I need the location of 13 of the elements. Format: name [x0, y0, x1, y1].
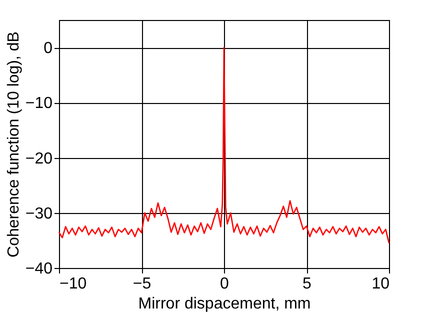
y-tick-label: −10 — [25, 95, 53, 112]
y-tick-label: −40 — [25, 260, 53, 278]
y-tick-label: −30 — [25, 205, 53, 222]
y-tick-label: 0 — [44, 40, 53, 58]
x-tick-label: 5 — [302, 276, 312, 292]
x-tick-label: −5 — [132, 276, 152, 292]
x-axis-title: Mirror dispacement, mm — [138, 296, 311, 312]
y-axis-title: Coherence function (10 log), dB — [5, 32, 22, 258]
y-tick-label: −20 — [25, 150, 53, 168]
line-series — [58, 46, 390, 244]
x-tick-label: −10 — [60, 276, 87, 292]
x-tick-label: 10 — [372, 276, 390, 292]
x-tick-label: 0 — [220, 276, 230, 292]
